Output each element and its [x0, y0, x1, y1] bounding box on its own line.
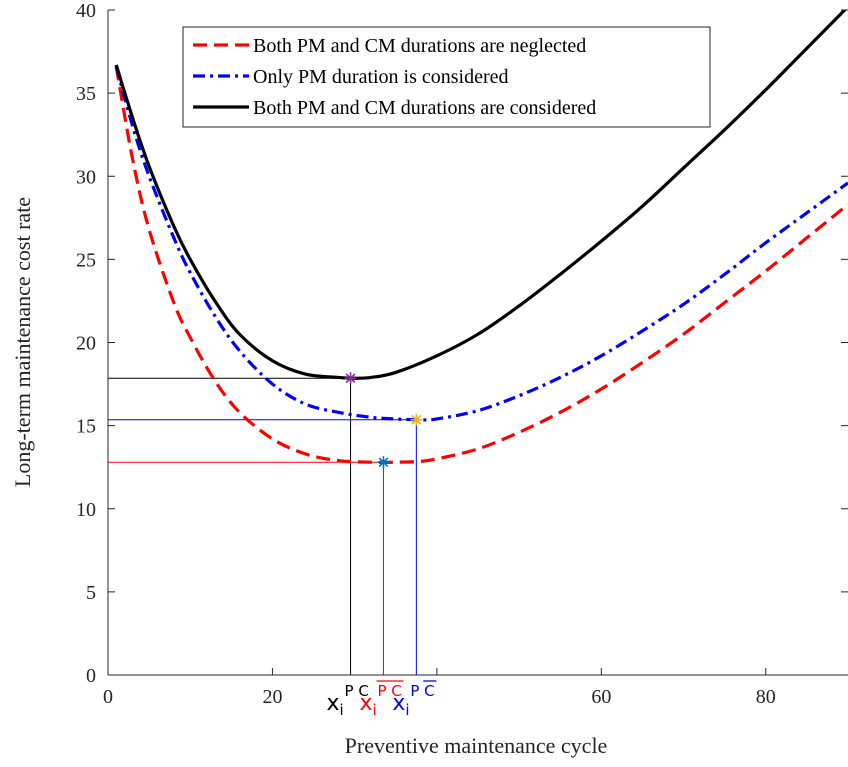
optimum-label-sup: P C: [377, 682, 401, 700]
y-tick-label: 25: [76, 249, 96, 271]
y-tick-label: 10: [76, 499, 96, 521]
optimum-label-sub: i: [340, 701, 344, 719]
series-line-1: [114, 66, 848, 422]
optimum-label-2: x iP C: [392, 680, 437, 719]
optimum-marker-0: [344, 372, 357, 385]
x-axis-title: Preventive maintenance cycle: [345, 733, 608, 758]
legend-label-0: Both PM and CM durations are neglected: [253, 35, 586, 57]
y-tick-label: 20: [76, 333, 96, 355]
x-tick-label: 20: [262, 686, 282, 708]
optimum-label-sup: P C: [410, 682, 434, 700]
y-tick-label: 5: [86, 582, 96, 604]
optimum-label-sub: i: [405, 701, 409, 719]
optimum-marker-1: [377, 456, 390, 469]
optimum-label-sub: i: [372, 701, 376, 719]
legend-box: [182, 26, 711, 128]
x-tick-label: 60: [591, 686, 611, 708]
optimum-label-main: x: [392, 691, 405, 716]
series-line-0: [114, 66, 848, 464]
series-line-2: [114, 10, 847, 380]
legend: Both PM and CM durations are neglected On…: [182, 26, 711, 128]
legend-label-1: Only PM duration is considered: [253, 66, 509, 88]
y-tick-label: 40: [76, 0, 96, 22]
y-tick-label: 35: [76, 83, 96, 105]
y-tick-label: 30: [76, 166, 96, 188]
optimum-label-0: x iP C: [327, 682, 369, 719]
y-tick-label: 0: [86, 665, 96, 687]
optimum-label-sup: P C: [345, 682, 369, 700]
x-tick-label: 0: [103, 686, 113, 708]
y-axis-title: Long-term maintenance cost rate: [10, 197, 35, 487]
y-tick-label: 15: [76, 416, 96, 438]
optimum-label-1: x iP C: [359, 680, 404, 719]
optimum-label-main: x: [327, 691, 340, 716]
legend-label-2: Both PM and CM durations are considered: [253, 97, 596, 119]
x-tick-label: 80: [756, 686, 776, 708]
optimum-label-main: x: [359, 691, 372, 716]
optimum-marker-2: [410, 413, 423, 426]
